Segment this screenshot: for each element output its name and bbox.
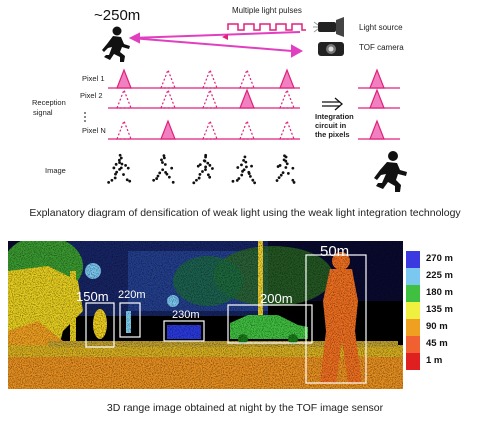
tof-diagram: ~250m Multiple light pulses Light source… xyxy=(0,0,490,200)
scale-swatch xyxy=(406,336,420,353)
distance-label-150m: 150m xyxy=(76,289,109,304)
light-source-label: Light source xyxy=(359,23,403,32)
pixel-signal-lines xyxy=(108,87,400,140)
diagram-caption: Explanatory diagram of densification of … xyxy=(29,207,461,219)
scale-label: 1 m xyxy=(426,355,443,366)
pulses-label: Multiple light pulses xyxy=(232,6,302,15)
integration-label-3: the pixels xyxy=(315,130,350,139)
distance-label-220m: 220m xyxy=(118,289,146,301)
integration-arrow-icon xyxy=(322,97,343,111)
range-image xyxy=(8,241,484,389)
pixel-2-pulses xyxy=(116,88,385,109)
diagram-graphics xyxy=(84,17,407,192)
scale-label: 90 m xyxy=(426,321,448,332)
tof-camera-icon xyxy=(318,42,344,56)
detection-boxes xyxy=(85,254,367,384)
dotted-person-images xyxy=(107,153,296,185)
scale-swatch xyxy=(406,268,420,285)
scale-label: 225 m xyxy=(426,270,453,281)
scale-label: 45 m xyxy=(426,338,448,349)
distance-label: ~250m xyxy=(94,7,141,24)
light-path-arrows xyxy=(128,31,304,58)
pixel-2-label: Pixel 2 xyxy=(80,91,103,100)
scale-swatch xyxy=(406,319,420,336)
scale-label: 135 m xyxy=(426,304,453,315)
distance-label-50m: 50m xyxy=(320,243,350,260)
integrated-runner-icon xyxy=(374,151,407,192)
runner-icon xyxy=(102,26,130,62)
distance-label-200m: 200m xyxy=(260,291,293,306)
scale-label: 180 m xyxy=(426,287,453,298)
pixel-1-pulses xyxy=(116,68,385,89)
range-color-scale xyxy=(403,241,484,389)
range-image-panel: 150m 220m 230m 200m 50m 270 m 225 m 180 m 1… xyxy=(8,241,484,389)
image-label: Image xyxy=(45,166,66,175)
pixel-n-label: Pixel N xyxy=(82,126,106,135)
scale-swatch xyxy=(406,251,420,268)
pixel-1-label: Pixel 1 xyxy=(82,74,105,83)
distance-label-230m: 230m xyxy=(172,309,200,321)
light-source-icon xyxy=(313,17,344,37)
signal-label: signal xyxy=(33,108,53,117)
integration-label-1: Integration xyxy=(315,112,354,121)
vertical-ellipsis xyxy=(84,112,86,122)
reception-label: Reception xyxy=(32,98,66,107)
pixel-n-pulses xyxy=(116,119,385,140)
scale-swatch xyxy=(406,353,420,370)
integration-label-2: circuit in xyxy=(315,121,347,130)
range-image-caption: 3D range image obtained at night by the … xyxy=(106,402,384,414)
tof-camera-label: TOF camera xyxy=(359,43,404,52)
scale-swatch xyxy=(406,302,420,319)
pulse-train xyxy=(222,23,306,40)
scale-label: 270 m xyxy=(426,253,453,264)
scale-swatch xyxy=(406,285,420,302)
